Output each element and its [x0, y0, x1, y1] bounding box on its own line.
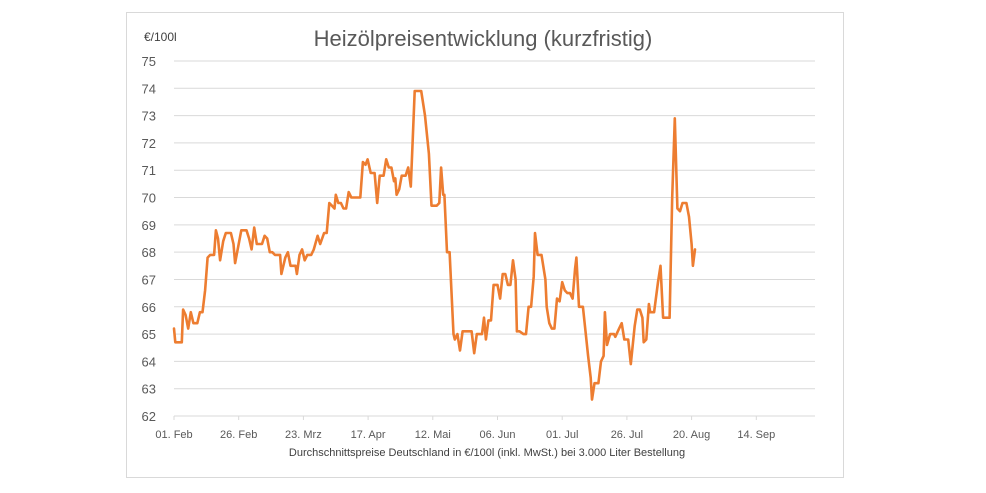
y-tick-label: 70	[142, 191, 156, 206]
y-tick-label: 64	[142, 354, 156, 369]
x-tick-label: 12. Mai	[415, 429, 451, 441]
x-tick-label: 14. Sep	[737, 429, 775, 441]
y-axis-unit-label: €/100l	[144, 30, 177, 44]
y-tick-label: 63	[142, 382, 156, 397]
x-tick-label: 26. Feb	[220, 429, 257, 441]
y-tick-label: 72	[142, 136, 156, 151]
y-tick-label: 68	[142, 245, 156, 260]
y-tick-label: 74	[142, 81, 156, 96]
y-tick-label: 66	[142, 300, 156, 315]
y-tick-label: 73	[142, 109, 156, 124]
y-tick-label: 75	[142, 54, 156, 69]
chart-frame	[126, 12, 844, 478]
x-axis-caption: Durchschnittspreise Deutschland in €/100…	[289, 447, 685, 459]
y-tick-label: 67	[142, 272, 156, 287]
chart-title: Heizölpreisentwicklung (kurzfristig)	[314, 26, 653, 51]
x-axis-ticks: 01. Feb 26. Feb 23. Mrz 17. Apr 12. Mai 06. J…	[155, 416, 775, 441]
y-tick-label: 71	[142, 163, 156, 178]
y-tick-label: 65	[142, 327, 156, 342]
x-tick-label: 06. Jun	[479, 429, 515, 441]
x-tick-label: 01. Feb	[155, 429, 192, 441]
gridlines	[174, 60, 815, 417]
x-tick-label: 26. Jul	[611, 429, 643, 441]
x-tick-label: 01. Jul	[546, 429, 578, 441]
x-tick-label: 20. Aug	[673, 429, 710, 441]
price-line-series	[172, 89, 697, 401]
y-tick-label: 62	[142, 409, 156, 424]
x-tick-label: 23. Mrz	[285, 429, 322, 441]
y-axis-ticks: 62 63 64 65 66 67 68 69 70 71 72 73 74 75	[142, 54, 156, 424]
x-tick-label: 17. Apr	[351, 429, 386, 441]
y-tick-label: 69	[142, 218, 156, 233]
